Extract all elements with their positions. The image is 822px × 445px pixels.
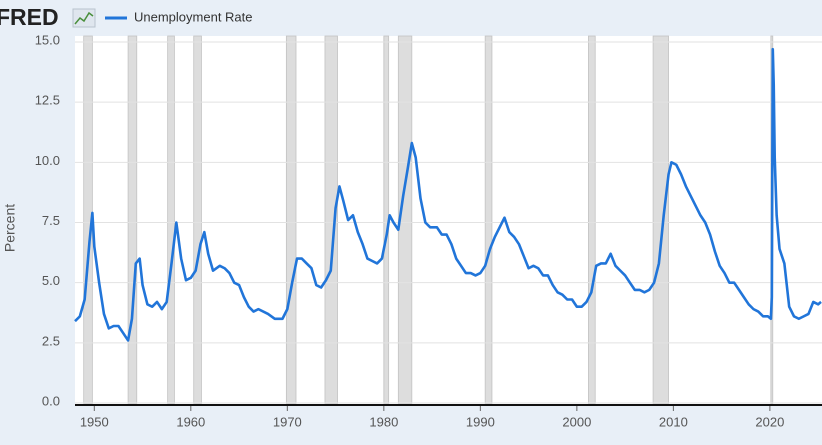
x-tick-label: 2000 xyxy=(562,414,591,429)
y-tick-label: 5.0 xyxy=(42,273,60,288)
recession-band xyxy=(285,35,297,405)
y-tick-label: 2.5 xyxy=(42,333,60,348)
recession-band xyxy=(193,35,202,405)
y-tick-label: 15.0 xyxy=(35,32,60,47)
x-tick-label: 1970 xyxy=(273,414,302,429)
legend-label: Unemployment Rate xyxy=(134,9,253,24)
logo-icon xyxy=(72,8,96,28)
y-tick-label: 7.5 xyxy=(42,213,60,228)
plot-area xyxy=(75,36,822,405)
recession-band xyxy=(127,35,138,405)
logo: FRED xyxy=(0,4,59,30)
x-tick-label: 1950 xyxy=(80,414,109,429)
y-tick-label: 0.0 xyxy=(42,393,60,408)
recession-band xyxy=(167,35,175,405)
y-tick-label: 10.0 xyxy=(35,153,60,168)
recession-band xyxy=(652,35,669,405)
series-line xyxy=(74,47,822,342)
y-axis-title: Percent xyxy=(2,204,18,252)
x-tick-label: 1960 xyxy=(176,414,205,429)
recession-band xyxy=(484,35,493,405)
x-tick-label: 2010 xyxy=(659,414,688,429)
y-tick-label: 12.5 xyxy=(35,93,60,108)
x-tick-label: 1980 xyxy=(369,414,398,429)
x-tick-label: 2020 xyxy=(755,414,784,429)
x-tick-label: 1990 xyxy=(466,414,495,429)
recession-band xyxy=(588,35,596,405)
